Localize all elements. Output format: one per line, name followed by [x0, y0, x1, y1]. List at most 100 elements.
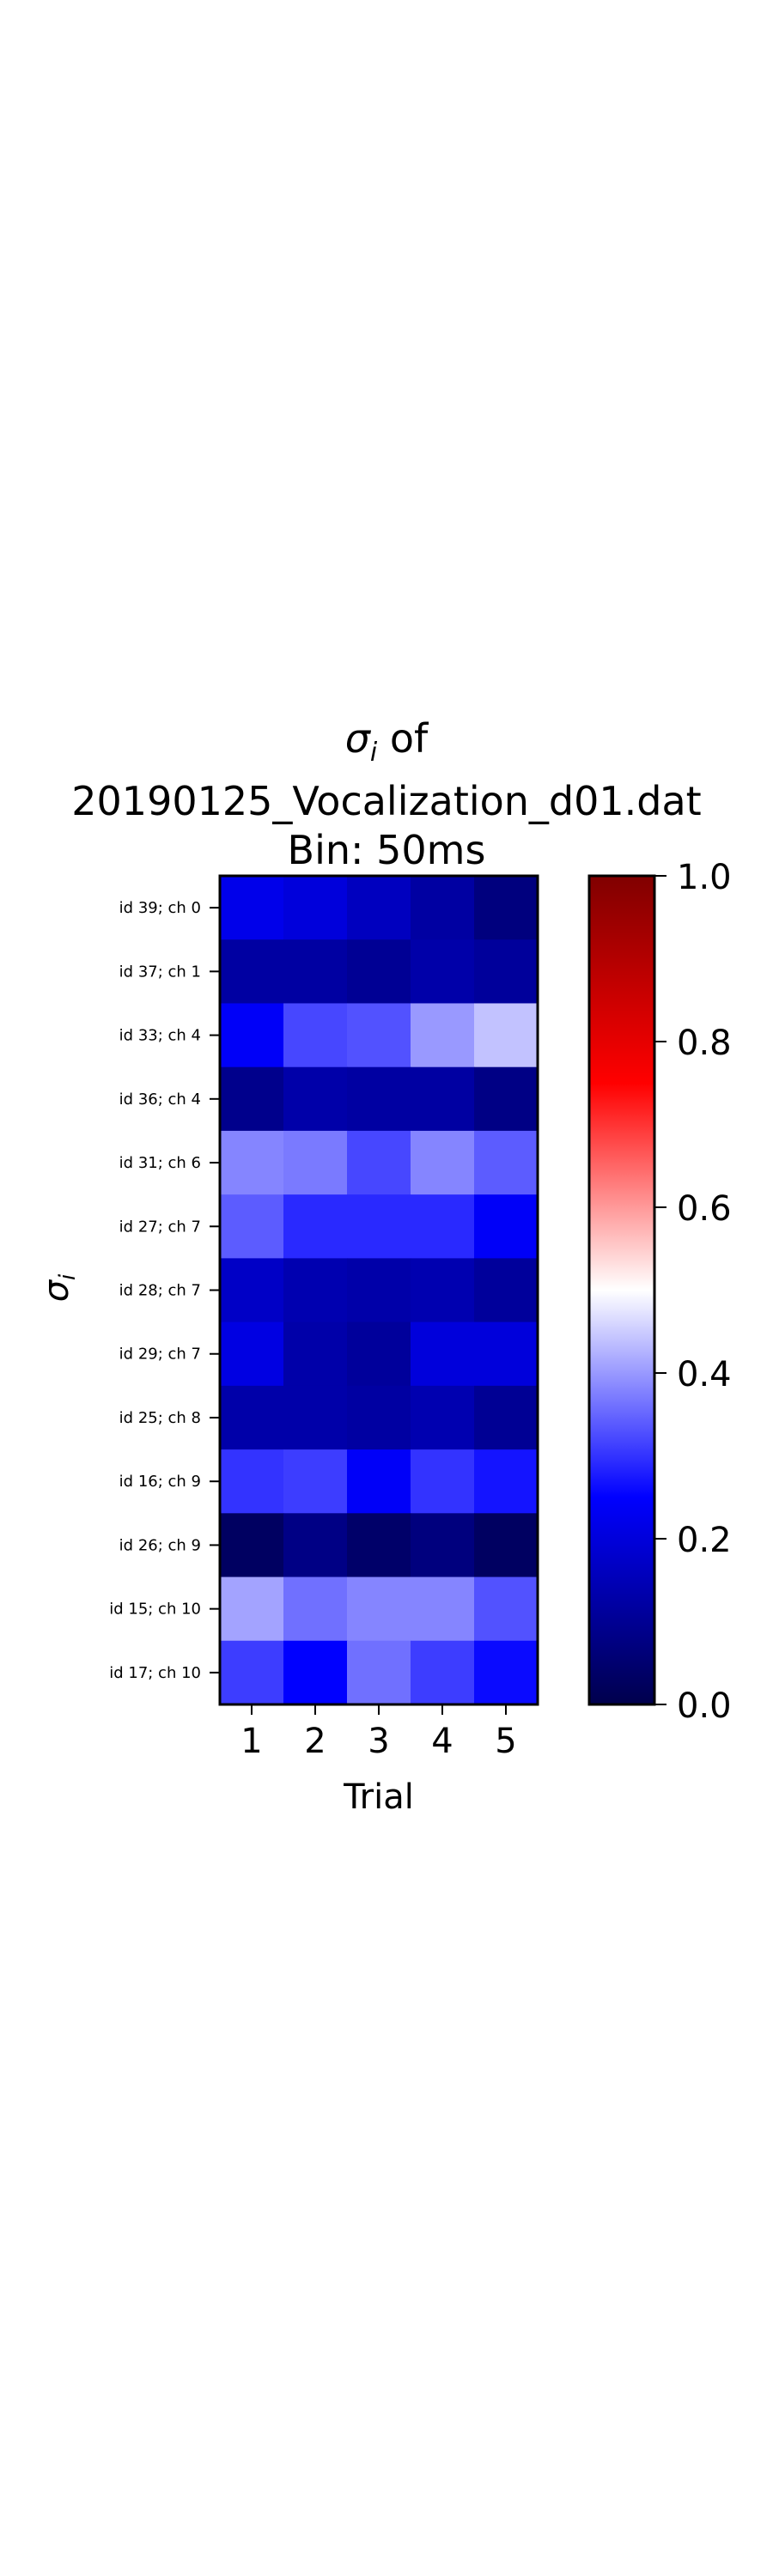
heatmap-cell — [283, 1385, 348, 1450]
heatmap-cell — [220, 1066, 284, 1132]
heatmap-cell — [411, 876, 475, 940]
x-axis: 1 2 3 4 5 — [240, 1704, 517, 1761]
heatmap-cell — [474, 876, 539, 940]
heatmap-cell — [474, 939, 539, 1005]
heatmap-cell — [220, 1258, 284, 1323]
heatmap-cell — [347, 1066, 411, 1132]
heatmap-cell — [347, 1385, 411, 1450]
y-tick-label: id 33; ch 4 — [119, 1027, 201, 1045]
heatmap-cell — [411, 1066, 475, 1132]
y-tick-label: id 37; ch 1 — [119, 963, 201, 981]
colorbar-tick-label: 0.6 — [677, 1189, 732, 1229]
x-axis-label: Trial — [343, 1777, 414, 1817]
heatmap-cell — [283, 939, 348, 1005]
heatmap-cell — [474, 1130, 539, 1195]
heatmap-cell — [283, 876, 348, 940]
heatmap-cell — [474, 1577, 539, 1642]
heatmap-cells — [220, 876, 539, 1705]
heatmap-cell — [283, 1130, 348, 1195]
heatmap-cell — [411, 1321, 475, 1387]
x-tick-label: 5 — [495, 1722, 516, 1761]
heatmap-cell — [474, 1513, 539, 1578]
x-tick-label: 2 — [304, 1722, 326, 1761]
heatmap-cell — [474, 1003, 539, 1068]
y-axis: id 39; ch 0 id 37; ch 1 id 33; ch 4 id 36; … — [109, 899, 220, 1682]
heatmap-cell — [411, 1577, 475, 1642]
heatmap-cell — [283, 1513, 348, 1578]
heatmap-cell — [283, 1577, 348, 1642]
heatmap-cell — [474, 1640, 539, 1705]
x-tick-label: 4 — [431, 1722, 453, 1761]
y-tick-label: id 29; ch 7 — [119, 1346, 201, 1364]
title-line-1: σi of — [0, 714, 773, 777]
heatmap-cell — [411, 1003, 475, 1068]
heatmap-cell — [347, 1321, 411, 1387]
heatmap-cell — [220, 1003, 284, 1068]
heatmap-cell — [283, 1258, 348, 1323]
heatmap-cell — [220, 1577, 284, 1642]
colorbar-tick-label: 1.0 — [677, 858, 732, 897]
y-tick-label: id 27; ch 7 — [119, 1218, 201, 1236]
heatmap-cell — [411, 1194, 475, 1259]
y-axis-label-subscript: i — [55, 1273, 81, 1280]
x-tick-label: 3 — [368, 1722, 389, 1761]
colorbar-tick-label: 0.2 — [677, 1521, 732, 1560]
y-tick-label: id 16; ch 9 — [119, 1473, 201, 1491]
y-tick-label: id 31; ch 6 — [119, 1154, 201, 1172]
heatmap-cell — [411, 1513, 475, 1578]
colorbar-tick-label: 0.8 — [677, 1024, 732, 1063]
heatmap-cell — [220, 1449, 284, 1514]
heatmap-cell — [283, 1003, 348, 1068]
y-tick-label: id 39; ch 0 — [119, 899, 201, 917]
heatmap-cell — [283, 1449, 348, 1514]
heatmap-cell — [411, 1449, 475, 1514]
y-tick-label: id 26; ch 9 — [119, 1536, 201, 1554]
title-line-2: 20190125_Vocalization_d01.dat — [71, 778, 702, 825]
heatmap-cell — [347, 1640, 411, 1705]
heatmap-cell — [283, 1194, 348, 1259]
heatmap-cell — [474, 1258, 539, 1323]
heatmap-cell — [347, 1513, 411, 1578]
heatmap-cell — [220, 1321, 284, 1387]
heatmap-cell — [220, 939, 284, 1005]
heatmap-cell — [474, 1449, 539, 1514]
y-axis-label-sigma: σ — [37, 1279, 76, 1302]
heatmap-cell — [474, 1321, 539, 1387]
x-tick-label: 1 — [240, 1722, 262, 1761]
heatmap-cell — [347, 1194, 411, 1259]
heatmap-cell — [283, 1321, 348, 1387]
heatmap-cell — [220, 1640, 284, 1705]
y-tick-label: id 17; ch 10 — [109, 1664, 201, 1682]
y-tick-label: id 15; ch 10 — [109, 1601, 201, 1619]
heatmap-cell — [411, 939, 475, 1005]
heatmap-cell — [474, 1194, 539, 1259]
heatmap-cell — [220, 1513, 284, 1578]
heatmap-cell — [474, 1385, 539, 1450]
heatmap-cell — [347, 1003, 411, 1068]
heatmap-cell — [347, 1258, 411, 1323]
y-tick-label: id 25; ch 8 — [119, 1409, 201, 1427]
y-tick-label: id 28; ch 7 — [119, 1282, 201, 1300]
colorbar — [587, 874, 656, 1706]
heatmap-cell — [283, 1066, 348, 1132]
colorbar-ticks: 0.0 0.2 0.4 0.6 0.8 1.0 — [654, 858, 732, 1726]
heatmap-cell — [474, 1066, 539, 1132]
chart-title: σi of 20190125_Vocalization_d01.dat Bin:… — [0, 714, 773, 875]
heatmap-cell — [347, 876, 411, 940]
colorbar-tick-label: 0.4 — [677, 1355, 732, 1394]
heatmap-cell — [220, 1130, 284, 1195]
heatmap-cell — [283, 1640, 348, 1705]
heatmap-cell — [220, 1194, 284, 1259]
title-subscript: i — [369, 738, 378, 769]
title-line-3: Bin: 50ms — [287, 827, 486, 874]
heatmap-cell — [411, 1258, 475, 1323]
colorbar-tick-label: 0.0 — [677, 1686, 732, 1726]
heatmap-cell — [220, 876, 284, 940]
title-sigma: σ — [344, 715, 370, 762]
heatmap-cell — [347, 1130, 411, 1195]
heatmap-cell — [220, 1385, 284, 1450]
heatmap-cell — [411, 1385, 475, 1450]
title-suffix: of — [377, 715, 429, 762]
heatmap-cell — [411, 1640, 475, 1705]
